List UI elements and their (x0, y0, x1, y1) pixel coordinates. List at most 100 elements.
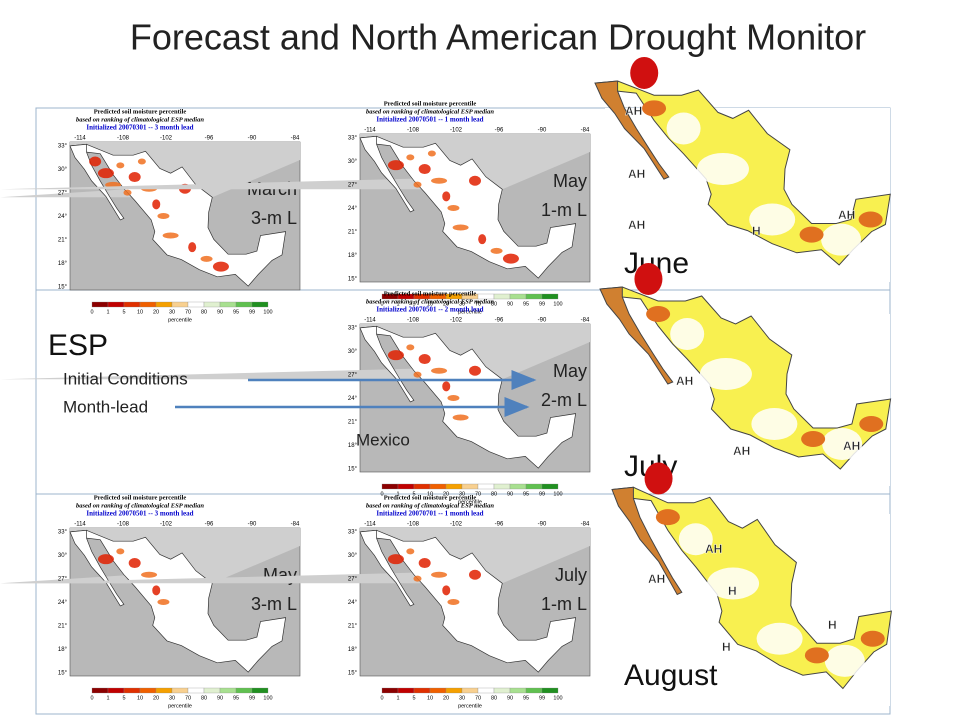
severe-area (860, 630, 885, 647)
dry-area (452, 414, 469, 421)
panel-header: Predicted soil moisture percentile (94, 494, 187, 501)
lat-tick-label: 33° (348, 530, 358, 536)
colorbar-tick-label: 1 (396, 491, 399, 497)
dry-area (490, 247, 503, 254)
lead-label: 1-m L (541, 594, 587, 614)
lat-tick-label: 33° (348, 326, 358, 332)
colorbar-swatch (107, 687, 125, 694)
lat-tick-label: 18° (348, 253, 358, 259)
colorbar-tick-label: 10 (427, 301, 433, 307)
dry-area (431, 177, 448, 184)
colorbar-tick-label: 80 (201, 695, 207, 701)
colorbar-swatch (477, 687, 495, 694)
inner-area (821, 223, 862, 256)
lon-tick-label: -96 (205, 136, 214, 142)
lead-label: May (553, 361, 587, 381)
lat-tick-label: 18° (58, 647, 68, 653)
colorbar-swatch (493, 687, 511, 694)
colorbar-swatch (429, 483, 447, 490)
lon-tick-label: -114 (364, 522, 376, 528)
mexico-land (69, 529, 287, 673)
panel-header: Initialized 20070701 -- 1 month lead (376, 510, 483, 518)
lat-tick-label: 24° (348, 206, 358, 212)
severe-area (799, 226, 824, 243)
inner-area (699, 358, 752, 390)
colorbar-swatch (171, 687, 189, 694)
colorbar-swatch (461, 483, 479, 490)
mexico-land (69, 143, 287, 287)
lat-tick-label: 18° (348, 443, 358, 449)
lat-tick-label: 21° (348, 230, 358, 236)
inner-area (670, 318, 705, 350)
colorbar-swatch (429, 687, 447, 694)
lat-tick-label: 27° (348, 577, 358, 583)
lon-tick-label: -108 (117, 136, 130, 142)
dry-area (137, 158, 146, 165)
colorbar-tick-label: 20 (153, 695, 159, 701)
lon-tick-label: -84 (581, 128, 590, 134)
dry-area (431, 571, 448, 578)
lat-tick-label: 24° (348, 600, 358, 606)
colorbar-swatch (525, 293, 543, 300)
esp-title: ESP (48, 329, 108, 362)
inner-area (749, 203, 796, 236)
lon-tick-label: -96 (495, 128, 504, 134)
panel-header: Predicted soil moisture percentile (384, 494, 477, 501)
colorbar-tick-label: 90 (217, 309, 223, 315)
drought-baja (611, 486, 683, 596)
colorbar-tick-label: 0 (90, 695, 93, 701)
dry-area (406, 344, 415, 351)
lat-tick-label: 30° (58, 553, 68, 559)
dry-area (469, 569, 481, 580)
dry-area (89, 156, 102, 167)
colorbar-tick-label: 70 (185, 695, 191, 701)
colorbar-tick-label: 10 (427, 695, 433, 701)
colorbar-tick-label: 30 (459, 491, 465, 497)
colorbar-tick-label: 100 (263, 695, 272, 701)
lat-tick-label: 24° (348, 396, 358, 402)
lat-tick-label: 30° (348, 159, 358, 165)
colorbar-tick-label: 20 (153, 309, 159, 315)
colorbar-tick-label: 0 (380, 301, 383, 307)
lead-label: 1-m L (541, 200, 587, 220)
drought-map: AHAHAHJuly (599, 263, 892, 486)
drought-label: H (722, 640, 731, 654)
extreme-area (630, 56, 659, 89)
dry-area (128, 172, 141, 183)
lat-tick-label: 27° (58, 577, 68, 583)
lon-tick-label: -102 (450, 128, 463, 134)
colorbar-swatch (219, 301, 237, 308)
colorbar-swatch (219, 687, 237, 694)
severe-area (642, 100, 667, 117)
lon-tick-label: -114 (364, 128, 376, 134)
colorbar-tick-label: 30 (169, 695, 175, 701)
panel-header: Initialized 20070501 -- 1 month lead (376, 116, 483, 124)
dry-area (97, 168, 114, 179)
colorbar-tick-label: 80 (491, 695, 497, 701)
inner-area (678, 523, 713, 556)
colorbar-tick-label: 99 (539, 491, 545, 497)
lat-tick-label: 21° (58, 238, 68, 244)
drought-label: AH (838, 208, 855, 222)
colorbar-swatch (397, 483, 415, 490)
lon-tick-label: -90 (538, 128, 547, 134)
colorbar-tick-label: 95 (523, 301, 529, 307)
lead-label: May (553, 171, 587, 191)
dry-area (152, 585, 161, 596)
colorbar-swatch (139, 301, 157, 308)
colorbar-swatch (413, 483, 431, 490)
severe-area (801, 431, 826, 447)
drought-map: AH AH H H H August (611, 462, 892, 706)
dry-area (418, 558, 431, 569)
dry-area (123, 189, 132, 196)
dry-area (413, 371, 422, 378)
dry-area (157, 213, 170, 219)
colorbar-tick-label: 1 (106, 695, 109, 701)
mexico-land (359, 135, 577, 279)
colorbar-tick-label: 80 (491, 491, 497, 497)
colorbar-label: percentile (458, 499, 482, 505)
severe-area (804, 647, 829, 664)
colorbar-tick-label: 5 (412, 301, 415, 307)
colorbar-tick-label: 90 (507, 695, 513, 701)
colorbar-swatch (203, 301, 221, 308)
